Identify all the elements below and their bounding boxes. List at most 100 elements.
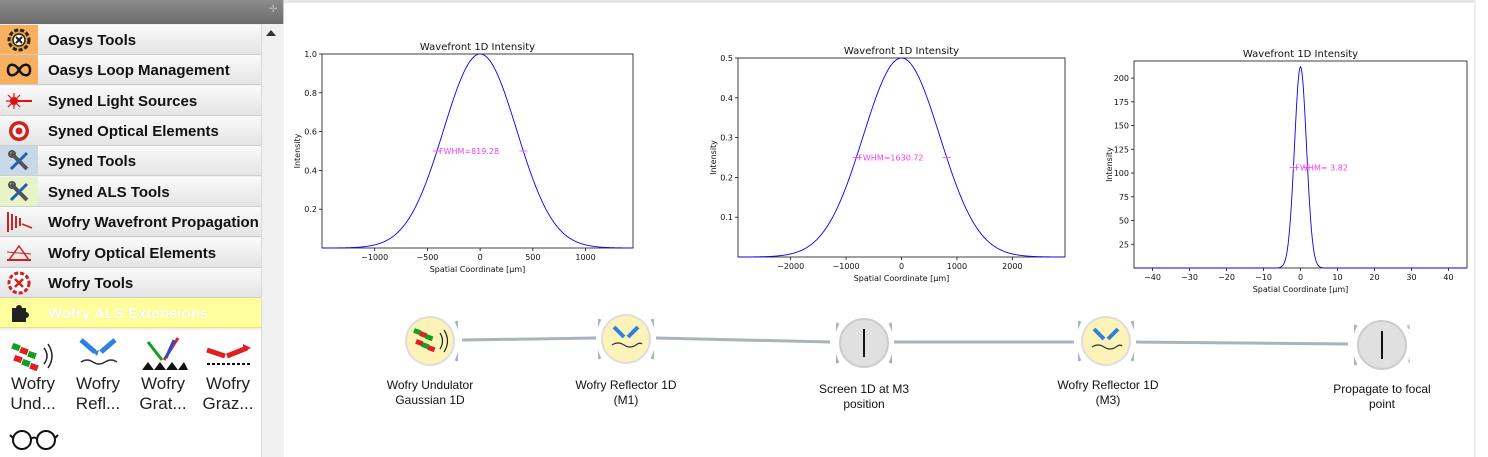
node-label: Screen 1D at M3 position xyxy=(818,382,910,411)
x-tick-label: −500 xyxy=(416,253,438,262)
y-tick-label: 0.6 xyxy=(304,128,317,137)
category-label: Syned Light Sources xyxy=(48,93,198,110)
x-tick-label: 10 xyxy=(1332,273,1342,282)
y-tick-label: 100 xyxy=(1114,169,1129,178)
x-tick-label: 20 xyxy=(1369,273,1379,282)
dock-grip-icon[interactable]: ✛ xyxy=(269,4,278,15)
link-2[interactable] xyxy=(655,336,831,344)
y-tick-label: 0.4 xyxy=(720,94,733,103)
category-syned-optical-elements[interactable]: Syned Optical Elements xyxy=(0,116,261,146)
node-wofry-reflector-m3[interactable] xyxy=(1056,313,1156,383)
canvas-top-border xyxy=(284,0,1474,3)
widget-label: Und... xyxy=(10,394,56,413)
widget-toolbox: ✛ Oasys Tools Oasys Loop Management Syne… xyxy=(0,0,284,457)
category-label: Syned Tools xyxy=(48,153,137,170)
category-oasys-loop-management[interactable]: Oasys Loop Management xyxy=(0,55,261,85)
chart-svg: Wavefront 1D Intensity −1000 −500 0 500 1000 0… xyxy=(293,42,634,274)
y-axis-label: Intensity xyxy=(1105,147,1114,182)
reflector-icon xyxy=(79,338,118,365)
node-propagate-focal[interactable] xyxy=(1332,317,1432,387)
x-tick-label: −1000 xyxy=(361,253,388,262)
widget-glasses[interactable] xyxy=(2,426,64,456)
node-screen-m3[interactable] xyxy=(814,315,914,385)
x-tick-label: 2000 xyxy=(1002,262,1022,271)
chart-title: Wavefront 1D Intensity xyxy=(1243,49,1358,60)
y-tick-label: 75 xyxy=(1119,193,1129,202)
intensity-curve xyxy=(1134,65,1467,269)
category-label: Wofry Optical Elements xyxy=(48,245,217,262)
x-axis-label: Spatial Coordinate [μm] xyxy=(1253,285,1349,294)
canvas-right-border xyxy=(1474,0,1476,457)
category-label: Oasys Loop Management xyxy=(48,62,230,79)
node-wofry-undulator[interactable] xyxy=(380,313,480,383)
screen-icon xyxy=(1354,320,1410,370)
y-tick-label: 50 xyxy=(1119,217,1129,226)
optical-ray-icon xyxy=(0,238,38,267)
wrench-screwdriver-icon xyxy=(0,146,38,175)
y-tick-label: 125 xyxy=(1114,145,1129,154)
gear-cross-icon xyxy=(0,25,38,54)
widget-label: Refl... xyxy=(75,394,121,413)
x-axis-label: Spatial Coordinate [μm] xyxy=(430,265,526,274)
intensity-curve xyxy=(322,53,634,249)
y-axis-label: Intensity xyxy=(709,140,718,175)
widget-wofry-grating[interactable]: Wofry Grat... xyxy=(132,330,194,420)
chart-title: Wavefront 1D Intensity xyxy=(420,42,535,53)
toolbox-title-bar: ✛ xyxy=(0,0,283,24)
widget-wofry-undulator[interactable]: Wofry Und... xyxy=(2,330,64,420)
category-syned-als-tools[interactable]: Syned ALS Tools xyxy=(0,177,261,207)
category-syned-light-sources[interactable]: Syned Light Sources xyxy=(0,86,261,116)
chart-title: Wavefront 1D Intensity xyxy=(844,46,959,57)
puzzle-icon xyxy=(0,298,38,327)
intensity-curve xyxy=(738,57,1065,258)
widget-label: Wofry xyxy=(75,374,121,393)
x-tick-label: 30 xyxy=(1406,273,1416,282)
glasses-icon xyxy=(9,430,59,450)
category-wofry-als-extensions[interactable]: Wofry ALS Extensions xyxy=(0,298,261,328)
category-label: Wofry Tools xyxy=(48,275,134,292)
grazing-icon xyxy=(206,344,251,365)
x-tick-label: 1000 xyxy=(947,262,967,271)
widget-wofry-grazing[interactable]: Wofry Graz... xyxy=(197,330,259,420)
scroll-up-arrow-icon[interactable] xyxy=(266,30,276,36)
category-label: Syned Optical Elements xyxy=(48,123,219,140)
reflector-icon xyxy=(598,314,654,364)
workflow-links xyxy=(461,336,1349,346)
link-4[interactable] xyxy=(1135,340,1349,346)
intensity-plot-2: Wavefront 1D Intensity −2000 −1000 0 1000 200… xyxy=(706,42,1071,287)
workflow-canvas[interactable] xyxy=(284,0,1488,457)
fwhm-annotation: FWHM= 3.82 xyxy=(1295,163,1348,172)
category-wofry-wavefront-propagation[interactable]: Wofry Wavefront Propagation xyxy=(0,207,261,237)
reflector-icon xyxy=(1078,316,1134,366)
x-tick-label: −30 xyxy=(1181,273,1198,282)
y-tick-label: 0.8 xyxy=(304,89,317,98)
category-label: Wofry Wavefront Propagation xyxy=(48,214,259,231)
x-tick-label: 1000 xyxy=(575,253,595,262)
node-label: Propagate to focal point xyxy=(1333,382,1431,411)
category-wofry-optical-elements[interactable]: Wofry Optical Elements xyxy=(0,238,261,268)
category-oasys-tools[interactable]: Oasys Tools xyxy=(0,25,261,55)
widget-wofry-reflector[interactable]: Wofry Refl... xyxy=(67,330,129,420)
y-tick-label: 0.2 xyxy=(304,205,317,214)
category-syned-tools[interactable]: Syned Tools xyxy=(0,146,261,176)
x-tick-label: −10 xyxy=(1255,273,1272,282)
fwhm-annotation: FWHM=1630.72 xyxy=(858,154,923,163)
link-1[interactable] xyxy=(461,336,597,342)
node-wofry-reflector-m1[interactable] xyxy=(576,311,676,381)
widget-label: Wofry xyxy=(205,374,251,393)
intensity-plot-1: Wavefront 1D Intensity −1000 −500 0 500 1000 0… xyxy=(293,38,639,278)
gear-cross-icon xyxy=(0,268,38,297)
category-wofry-tools[interactable]: Wofry Tools xyxy=(0,268,261,298)
widget-label: Graz... xyxy=(202,394,254,413)
x-tick-label: −2000 xyxy=(777,262,804,271)
undulator-icon xyxy=(11,342,53,372)
node-label: Wofry Reflector 1D (M1) xyxy=(575,378,677,407)
fwhm-annotation: FWHM=819.28 xyxy=(439,147,499,156)
node-label: Wofry Reflector 1D (M3) xyxy=(1057,378,1159,407)
toolbox-scrollbar[interactable] xyxy=(261,24,284,457)
x-tick-label: 40 xyxy=(1443,273,1453,282)
undulator-icon xyxy=(405,316,458,366)
y-tick-label: 0.3 xyxy=(720,134,733,143)
category-label: Wofry ALS Extensions xyxy=(48,305,209,322)
x-tick-label: 500 xyxy=(525,253,540,262)
